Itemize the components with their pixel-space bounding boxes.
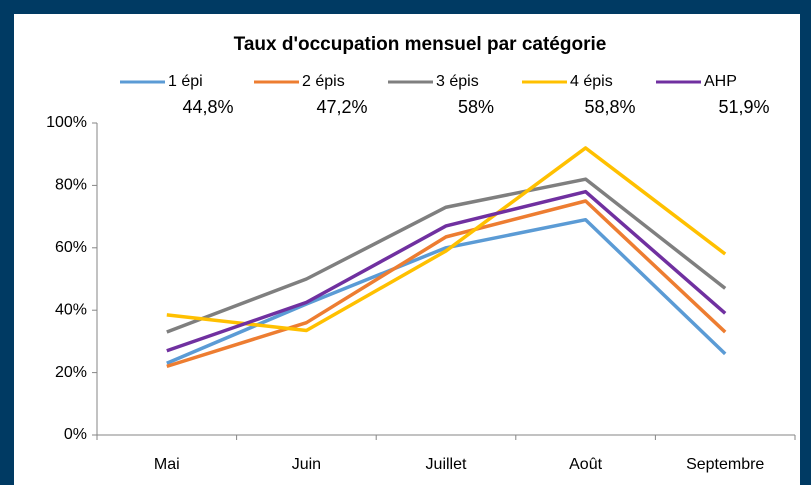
chart-title: Taux d'occupation mensuel par catégorie xyxy=(234,34,607,55)
y-tick-label: 20% xyxy=(55,364,87,381)
x-tick-label: Juin xyxy=(292,456,321,473)
legend-label: 3 épis xyxy=(436,73,479,90)
legend-label: 4 épis xyxy=(570,73,613,90)
series-line xyxy=(166,177,727,334)
legend-label: 1 épi xyxy=(168,73,203,90)
legend-label: AHP xyxy=(704,73,737,90)
x-tick-label: Septembre xyxy=(686,456,764,473)
x-tick-label: Mai xyxy=(154,456,180,473)
legend-value: 58% xyxy=(458,97,494,117)
series-line xyxy=(166,189,727,353)
legend-value: 58,8% xyxy=(584,97,635,117)
y-tick-label: 0% xyxy=(64,426,87,443)
legend-value: 47,2% xyxy=(316,97,367,117)
legend-value: 51,9% xyxy=(718,97,769,117)
y-tick-label: 60% xyxy=(55,239,87,256)
x-tick-label: Août xyxy=(569,456,602,473)
legend-value: 44,8% xyxy=(182,97,233,117)
series-line xyxy=(166,199,727,369)
series-line xyxy=(166,146,727,333)
x-tick-label: Juillet xyxy=(426,456,467,473)
y-tick-label: 80% xyxy=(55,177,87,194)
y-tick-label: 40% xyxy=(55,301,87,318)
y-tick-label: 100% xyxy=(46,114,87,131)
legend-label: 2 épis xyxy=(302,73,345,90)
chart-area xyxy=(14,14,800,485)
